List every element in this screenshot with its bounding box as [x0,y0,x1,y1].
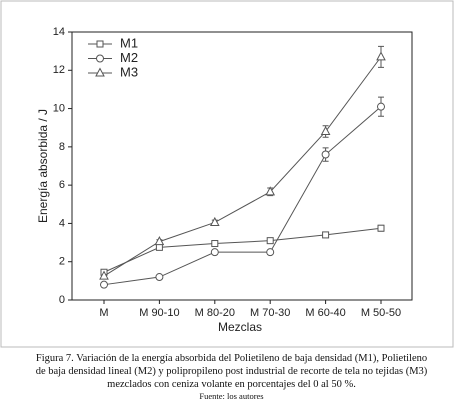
source: Fuente: los autores [199,391,264,401]
marker [265,186,276,196]
marker [211,240,219,248]
y-tick-label: 14 [53,26,65,38]
marker [321,150,330,159]
marker [266,237,274,245]
marker [210,248,219,257]
marker [377,102,385,111]
y-tick-label: 12 [53,64,65,76]
x-tick-label: M 80-20 [195,307,235,319]
marker [100,280,108,289]
marker [96,40,104,48]
y-tick-label: 10 [53,102,65,114]
y-tick-label: 2 [59,256,65,268]
y-axis-label: Energía absorbida / J [36,109,50,223]
y-tick-label: 6 [59,179,65,191]
marker [155,273,164,282]
caption: Figura 7. Variación de la energía absorb… [0,352,463,401]
y-tick-label: 4 [59,217,65,229]
chart-border [0,0,454,348]
legend-label: M2 [120,50,138,65]
marker [377,224,385,232]
x-tick-label: M 70-30 [250,307,290,319]
marker [155,243,163,251]
caption-line: Figura 7. Variación de la energía absorb… [35,353,428,364]
y-tick-label: 0 [59,294,65,306]
legend-label: M3 [120,64,138,79]
marker [322,231,330,239]
series-line [103,56,382,277]
chart: Mezclas Energía absorbida / J 0 2 4 6 8 10 12 1… [0,0,454,348]
x-axis-label: Mezclas [218,320,262,334]
series-line [103,106,382,286]
marker [320,125,331,136]
marker [209,216,220,226]
series-line [103,227,382,273]
y-tick-label: 8 [59,141,65,153]
marker [96,54,104,63]
marker [266,248,275,257]
x-tick-label: M 50-50 [361,307,401,319]
plot-frame [71,31,413,301]
marker [154,236,165,246]
marker [376,51,386,61]
x-tick-label: M 90-10 [139,307,179,319]
caption-line: mezclados con ceniza volante en porcenta… [107,379,356,390]
x-tick-label: M 60-40 [305,307,345,319]
x-tick-label: M [99,307,108,319]
caption-line: de baja densidad lineal (M2) y polipropi… [35,366,428,377]
marker [95,67,105,77]
legend-label: M1 [120,35,138,50]
marker [99,270,109,280]
